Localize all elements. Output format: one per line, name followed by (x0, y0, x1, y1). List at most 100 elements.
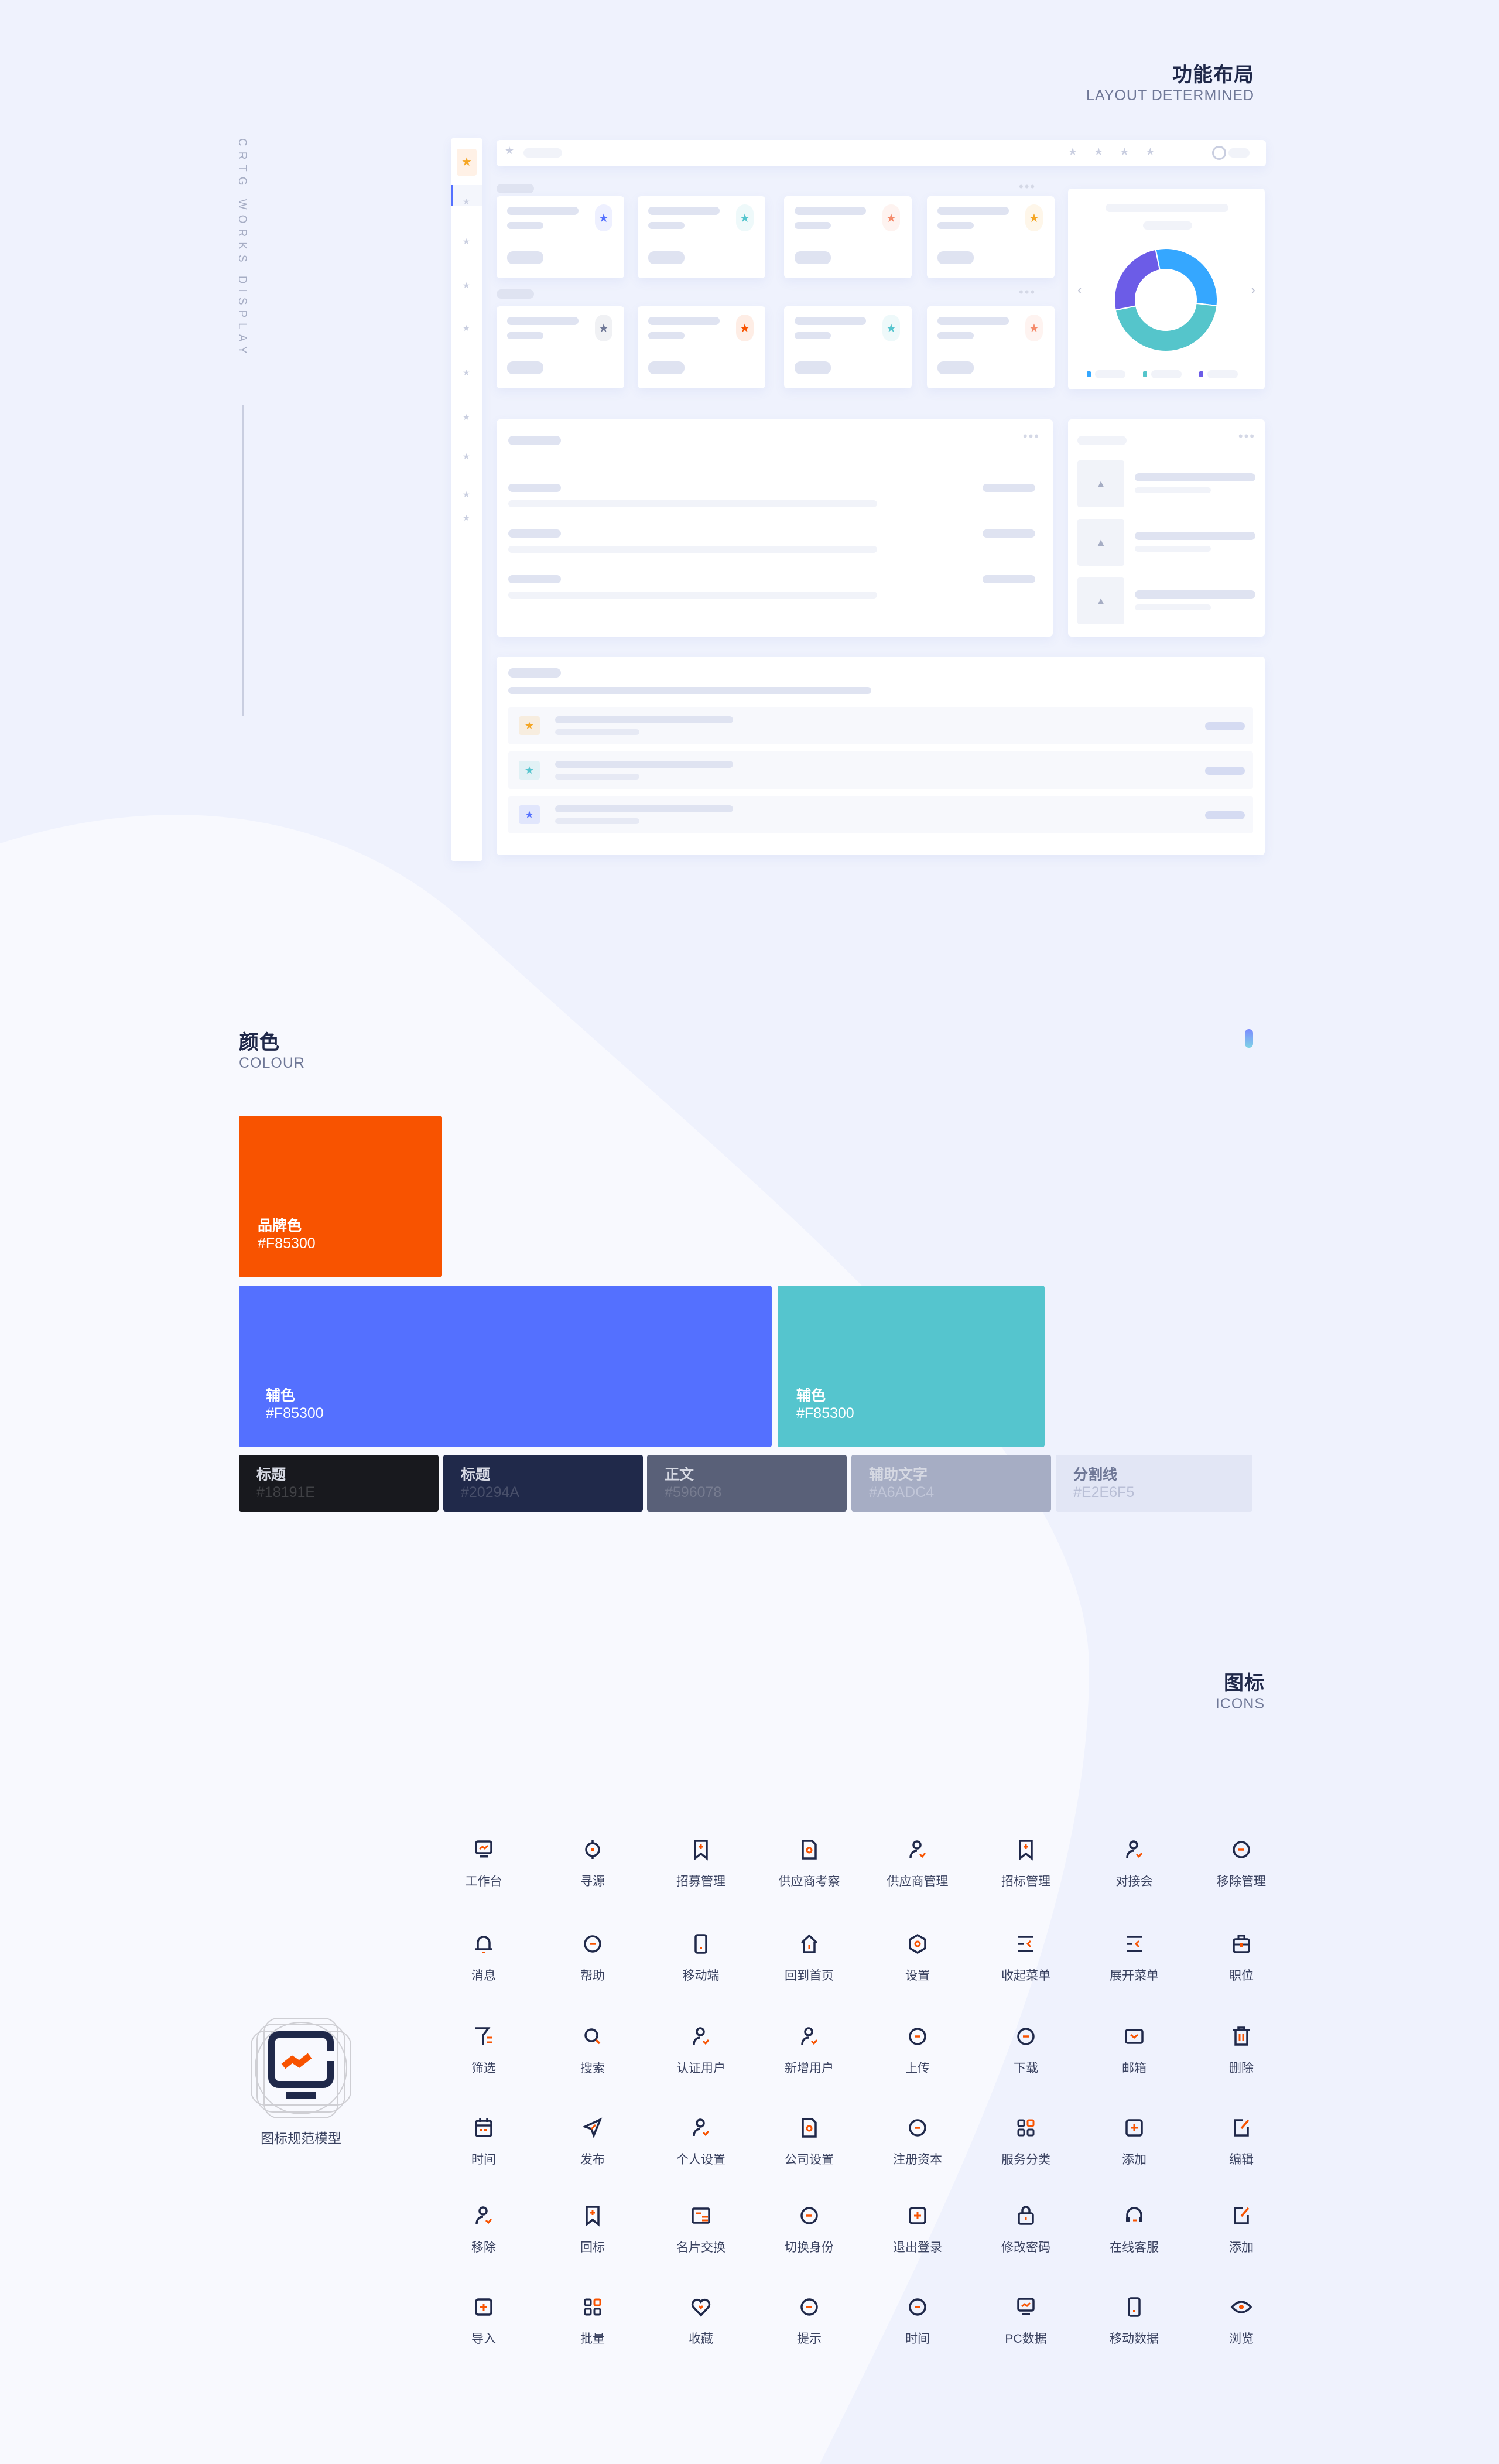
icon-item[interactable]: 供应商管理 (865, 1838, 970, 1889)
icon-item[interactable]: 导入 (431, 2295, 536, 2347)
icon-item[interactable]: 收起菜单 (973, 1932, 1079, 1984)
media-row[interactable]: ▲ (1068, 577, 1265, 624)
stat-card[interactable]: ★ (497, 196, 624, 278)
neutral-colour-swatch: 辅助文字 #A6ADC4 (851, 1455, 1051, 1512)
icon-item[interactable]: 寻源 (540, 1838, 645, 1889)
mail-icon (1082, 2025, 1187, 2048)
send-icon (540, 2116, 645, 2140)
sidebar-nav-icon[interactable]: ★ (463, 513, 470, 522)
icon-item[interactable]: 在线客服 (1082, 2204, 1187, 2255)
icon-item[interactable]: 新增用户 (757, 2025, 862, 2076)
icon-item[interactable]: 筛选 (431, 2025, 536, 2076)
prev-arrow-icon[interactable]: ‹ (1077, 282, 1082, 297)
icon-item[interactable]: 时间 (865, 2295, 970, 2347)
icon-item[interactable]: 退出登录 (865, 2204, 970, 2255)
icon-item[interactable]: PC数据 (973, 2295, 1079, 2347)
icon-item[interactable]: 回标 (540, 2204, 645, 2255)
next-arrow-icon[interactable]: › (1251, 282, 1255, 297)
stat-card[interactable]: ★ (784, 196, 912, 278)
task-row[interactable]: ★ (508, 796, 1253, 833)
sidebar-active-star-icon[interactable]: ★ (457, 149, 477, 176)
topbar-action-icons[interactable]: ★★★★ (1068, 146, 1172, 158)
task-row[interactable]: ★ (508, 751, 1253, 789)
topbar-star-icon[interactable]: ★ (505, 145, 515, 156)
icon-item[interactable]: 工作台 (431, 1838, 536, 1889)
icon-item[interactable]: 编辑 (1189, 2116, 1294, 2168)
icon-item[interactable]: 上传 (865, 2025, 970, 2076)
icon-item[interactable]: 认证用户 (648, 2025, 754, 2076)
sidebar-nav-icon[interactable]: ★ (463, 490, 470, 499)
icon-item[interactable]: 消息 (431, 1932, 536, 1984)
list-row[interactable] (497, 575, 1053, 610)
icon-item[interactable]: 公司设置 (757, 2116, 862, 2168)
star-icon: ★ (519, 805, 540, 824)
icon-item[interactable]: 帮助 (540, 1932, 645, 1984)
star-icon: ★ (519, 761, 540, 780)
icon-label: 移动端 (682, 1969, 720, 1983)
sidebar-nav-icon[interactable]: ★ (463, 368, 470, 377)
icon-label: 上传 (905, 2062, 930, 2075)
list-row[interactable] (497, 484, 1053, 519)
icon-item[interactable]: 浏览 (1189, 2295, 1294, 2347)
task-row[interactable]: ★ (508, 707, 1253, 744)
icon-item[interactable]: 邮箱 (1082, 2025, 1187, 2076)
icon-item[interactable]: 时间 (431, 2116, 536, 2168)
icon-label: 退出登录 (893, 2241, 942, 2254)
sidebar-selected-item[interactable] (451, 185, 482, 206)
grid-icon (540, 2295, 645, 2319)
icon-item[interactable]: 移动数据 (1082, 2295, 1187, 2347)
icon-label: 修改密码 (1001, 2241, 1050, 2254)
stat-card[interactable]: ★ (927, 306, 1055, 388)
icon-item[interactable]: 服务分类 (973, 2116, 1079, 2168)
avatar[interactable] (1212, 146, 1226, 160)
icon-label: 帮助 (580, 1969, 605, 1983)
icon-item[interactable]: 移动端 (648, 1932, 754, 1984)
icon-item[interactable]: 切换身份 (757, 2204, 862, 2255)
more-icon[interactable]: ••• (1019, 285, 1036, 299)
more-icon[interactable]: ••• (1022, 429, 1040, 443)
icon-item[interactable]: 修改密码 (973, 2204, 1079, 2255)
list-row[interactable] (497, 529, 1053, 565)
sidebar-nav-icon[interactable]: ★ (463, 412, 470, 422)
icon-item[interactable]: 移除 (431, 2204, 536, 2255)
icon-item[interactable]: 删除 (1189, 2025, 1294, 2076)
stat-card[interactable]: ★ (638, 196, 765, 278)
icon-item[interactable]: 移除管理 (1189, 1838, 1294, 1889)
icon-item[interactable]: 对接会 (1082, 1838, 1187, 1889)
media-row[interactable]: ▲ (1068, 460, 1265, 507)
icon-item[interactable]: 添加 (1082, 2116, 1187, 2168)
swatch-name: 辅助文字 (869, 1467, 928, 1483)
icon-item[interactable]: 招募管理 (648, 1838, 754, 1889)
icon-item[interactable]: 展开菜单 (1082, 1932, 1187, 1984)
stat-card[interactable]: ★ (927, 196, 1055, 278)
icon-item[interactable]: 招标管理 (973, 1838, 1079, 1889)
icon-item[interactable]: 个人设置 (648, 2116, 754, 2168)
sidebar-nav-icon[interactable]: ★ (463, 281, 470, 290)
sidebar-nav-icon[interactable]: ★ (463, 452, 470, 461)
icon-item[interactable]: 回到首页 (757, 1932, 862, 1984)
stat-card[interactable]: ★ (638, 306, 765, 388)
monitor-icon (431, 1838, 536, 1861)
icon-item[interactable]: 名片交换 (648, 2204, 754, 2255)
icon-item[interactable]: 注册资本 (865, 2116, 970, 2168)
icon-label: 对接会 (1115, 1875, 1153, 1888)
icon-item[interactable]: 发布 (540, 2116, 645, 2168)
icon-item[interactable]: 设置 (865, 1932, 970, 1984)
sidebar-nav-icon[interactable]: ★ (463, 197, 470, 206)
icon-item[interactable]: 供应商考察 (757, 1838, 862, 1889)
icon-item[interactable]: 收藏 (648, 2295, 754, 2347)
icon-item[interactable]: 添加 (1189, 2204, 1294, 2255)
icon-item[interactable]: 下载 (973, 2025, 1079, 2076)
media-row[interactable]: ▲ (1068, 519, 1265, 566)
side-label: CRTG WORKS DISPLAY (236, 138, 248, 359)
stat-card[interactable]: ★ (784, 306, 912, 388)
icon-item[interactable]: 提示 (757, 2295, 862, 2347)
more-icon[interactable]: ••• (1019, 179, 1036, 194)
sidebar-nav-icon[interactable]: ★ (463, 323, 470, 333)
more-icon[interactable]: ••• (1238, 429, 1255, 443)
icon-item[interactable]: 搜索 (540, 2025, 645, 2076)
sidebar-nav-icon[interactable]: ★ (463, 237, 470, 246)
icon-item[interactable]: 批量 (540, 2295, 645, 2347)
icon-item[interactable]: 职位 (1189, 1932, 1294, 1984)
stat-card[interactable]: ★ (497, 306, 624, 388)
